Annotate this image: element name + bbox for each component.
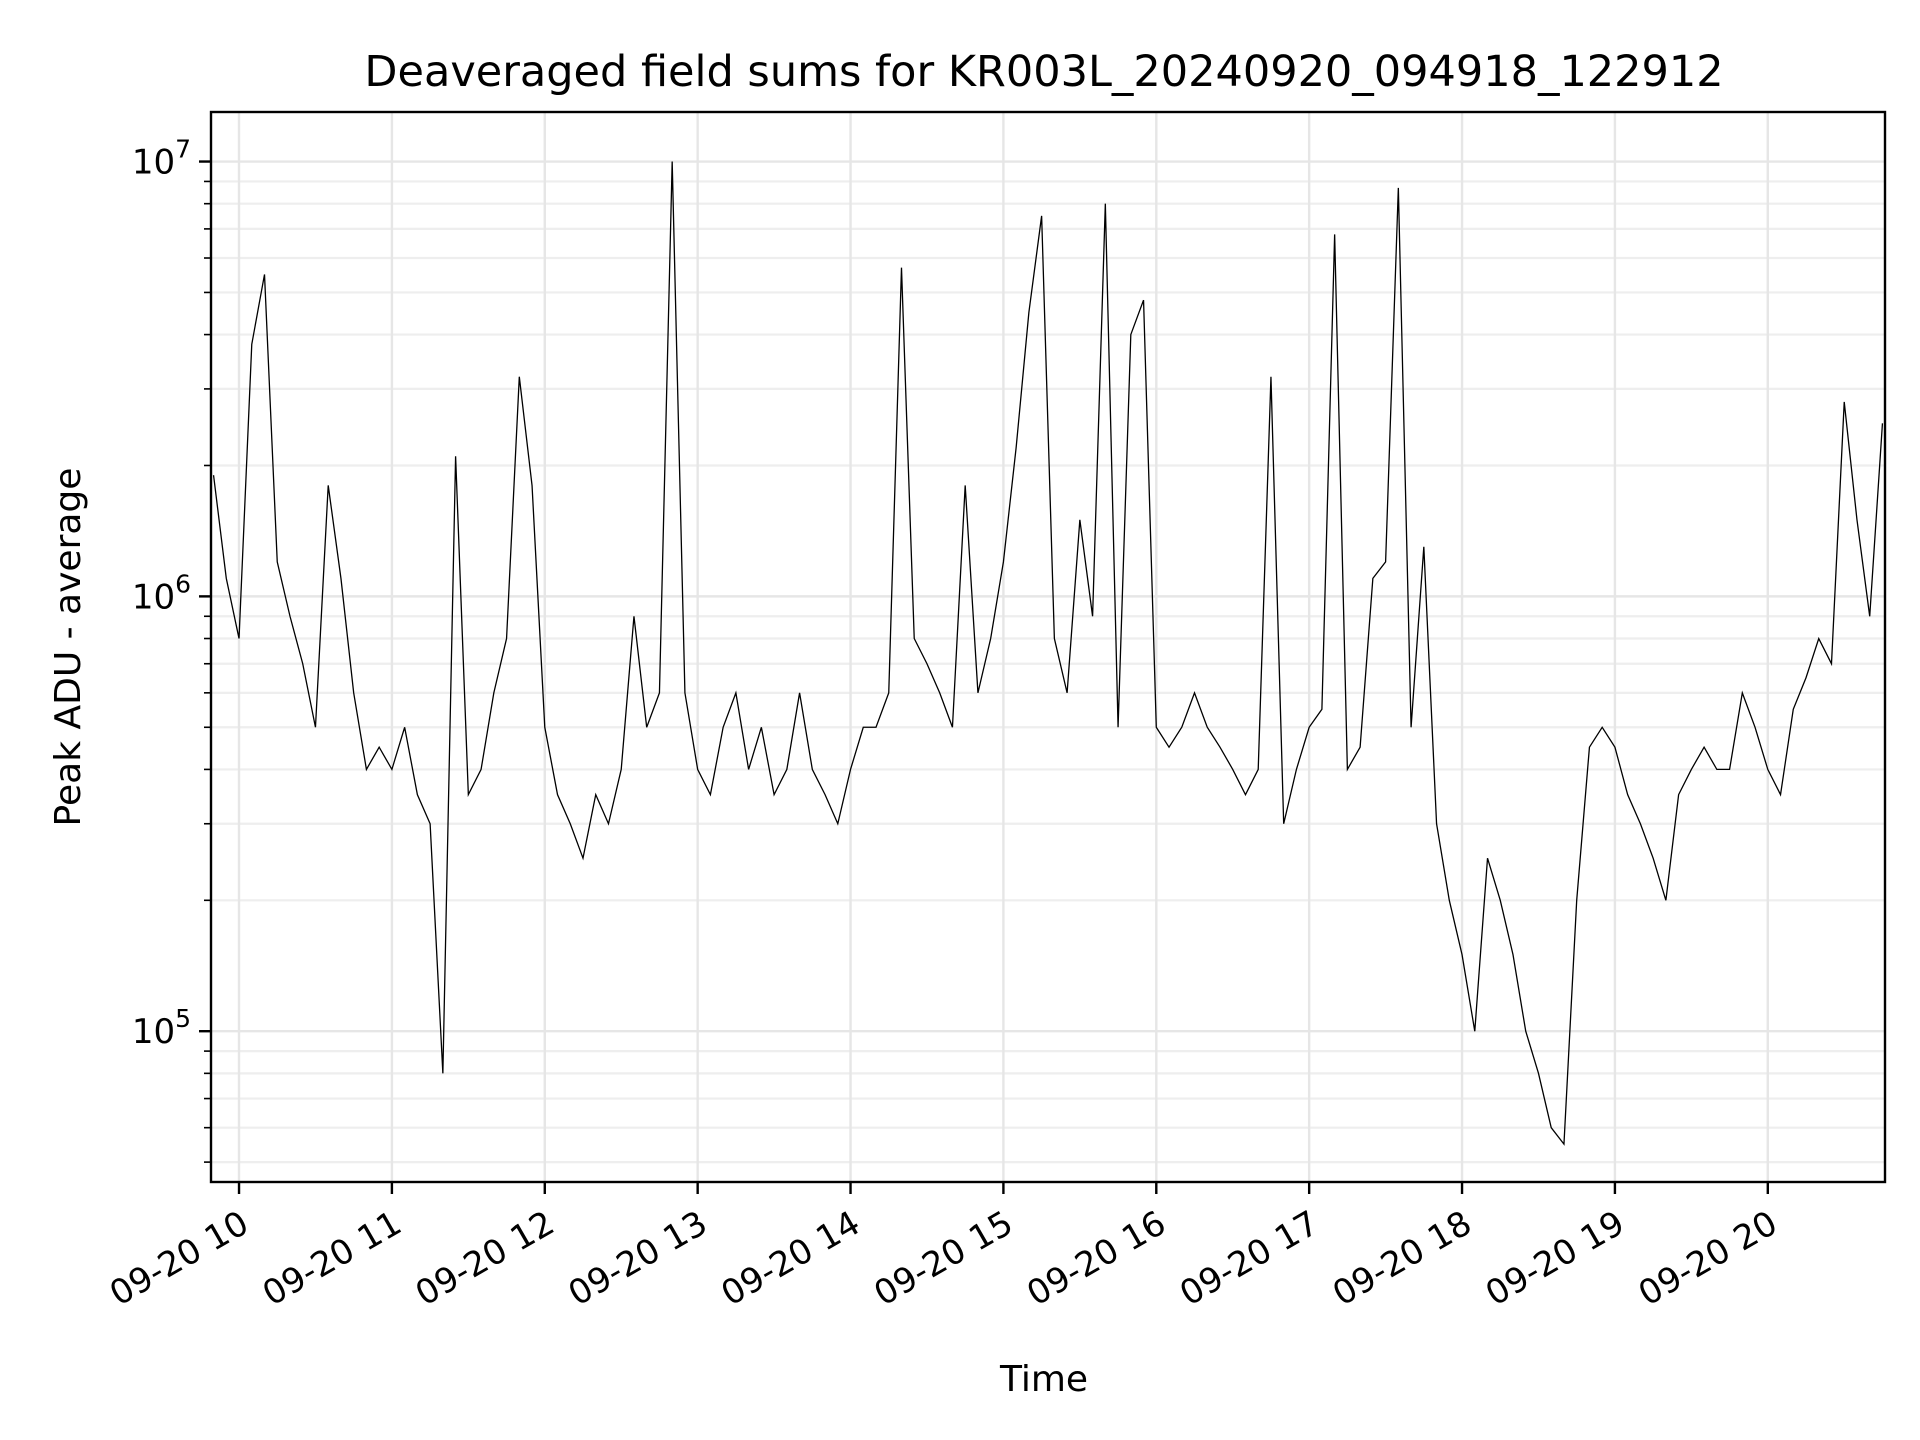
series-layer — [212, 161, 1884, 1146]
x-tick-label: 09-20 12 — [409, 1203, 561, 1314]
chart-title: Deaveraged field sums for KR003L_2024092… — [364, 47, 1723, 97]
major-gridlines — [211, 112, 1885, 1182]
minor-gridlines — [211, 180, 1885, 1164]
y-tick-labels: 105 106 107 — [132, 135, 191, 1053]
x-tick-label: 09-20 18 — [1326, 1203, 1478, 1314]
x-tick-label: 09-20 11 — [256, 1203, 408, 1314]
x-tick-label: 09-20 10 — [103, 1203, 255, 1314]
plot-frame — [209, 110, 1887, 1184]
x-tick-label: 09-20 20 — [1632, 1203, 1784, 1314]
x-tick-label: 09-20 17 — [1173, 1203, 1325, 1314]
x-tick-label: 09-20 15 — [868, 1203, 1020, 1314]
x-tick-labels: 09-20 10 09-20 11 09-20 12 09-20 13 09-20 14… — [103, 1203, 1784, 1314]
axis-ticks — [199, 160, 1769, 1194]
y-tick-label: 107 — [132, 135, 191, 183]
series-line — [212, 161, 1884, 1146]
x-axis-label: Time — [999, 1359, 1088, 1400]
x-tick-label: 09-20 16 — [1020, 1203, 1172, 1314]
x-tick-label: 09-20 19 — [1479, 1203, 1631, 1314]
y-tick-label: 106 — [132, 569, 191, 617]
y-axis-label: Peak ADU - average — [48, 468, 89, 827]
x-tick-label: 09-20 14 — [715, 1203, 867, 1314]
y-tick-label: 105 — [132, 1004, 191, 1052]
x-tick-label: 09-20 13 — [562, 1203, 714, 1314]
